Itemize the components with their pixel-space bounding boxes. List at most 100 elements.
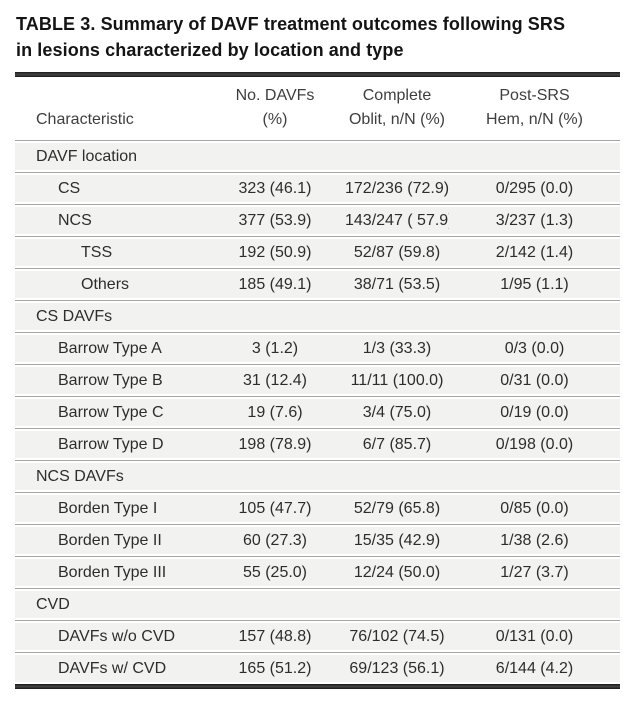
davf-outcomes-table: Characteristic No. DAVFs (%) Complete Ob…: [15, 77, 620, 684]
col-header-post-srs-hem: Post-SRS Hem, n/N (%): [449, 77, 620, 141]
cell-value: [345, 300, 449, 333]
cell-value: [205, 460, 345, 493]
table-row: Barrow Type C 19 (7.6) 3/4 (75.0) 0/19 (0.0…: [15, 396, 620, 429]
cell-value: 52/79 (65.8): [345, 492, 449, 525]
cell-value: [345, 588, 449, 621]
row-label: Barrow Type A: [15, 332, 205, 365]
cell-value: 3 (1.2): [205, 332, 345, 365]
paper-table-figure: TABLE 3. Summary of DAVF treatment outco…: [15, 11, 620, 689]
cell-value: 31 (12.4): [205, 364, 345, 397]
row-label: CS: [15, 172, 205, 205]
cell-value: 11/11 (100.0): [345, 364, 449, 397]
cell-value: 60 (27.3): [205, 524, 345, 557]
cell-value: [345, 140, 449, 173]
cell-value: 0/295 (0.0): [449, 172, 620, 205]
cell-value: [205, 300, 345, 333]
row-label: NCS: [15, 204, 205, 237]
row-label: Others: [15, 268, 205, 301]
section-label: DAVF location: [15, 140, 205, 173]
section-row: NCS DAVFs: [15, 460, 620, 493]
cell-value: [449, 300, 620, 333]
cell-value: 0/31 (0.0): [449, 364, 620, 397]
header-row: Characteristic No. DAVFs (%) Complete Ob…: [15, 77, 620, 141]
bottom-rule: [15, 684, 620, 689]
cell-value: [449, 460, 620, 493]
cell-value: [449, 588, 620, 621]
cell-value: 143/247 ( 57.9): [345, 204, 449, 237]
table-row: TSS 192 (50.9) 52/87 (59.8) 2/142 (1.4): [15, 236, 620, 269]
table-title-line2: in lesions characterized by location and…: [16, 40, 404, 60]
section-row: DAVF location: [15, 140, 620, 173]
cell-value: 185 (49.1): [205, 268, 345, 301]
col-header-complete-oblit-line1: Complete: [362, 87, 432, 104]
col-header-complete-oblit: Complete Oblit, n/N (%): [345, 77, 449, 141]
cell-value: 38/71 (53.5): [345, 268, 449, 301]
cell-value: 0/198 (0.0): [449, 428, 620, 461]
col-header-complete-oblit-line2: Oblit, n/N (%): [348, 111, 445, 128]
cell-value: 0/131 (0.0): [449, 620, 620, 653]
cell-value: 6/7 (85.7): [345, 428, 449, 461]
cell-value: 69/123 (56.1): [345, 652, 449, 684]
table-body: DAVF location CS 323 (46.1) 172/236 (72.9) 0…: [15, 140, 620, 684]
row-label: Barrow Type D: [15, 428, 205, 461]
cell-value: 19 (7.6): [205, 396, 345, 429]
cell-value: 2/142 (1.4): [449, 236, 620, 269]
cell-value: 192 (50.9): [205, 236, 345, 269]
cell-value: 172/236 (72.9): [345, 172, 449, 205]
cell-value: 165 (51.2): [205, 652, 345, 684]
section-row: CVD: [15, 588, 620, 621]
cell-value: [205, 588, 345, 621]
col-header-post-srs-hem-line2: Hem, n/N (%): [486, 111, 583, 128]
cell-value: 198 (78.9): [205, 428, 345, 461]
cell-value: 52/87 (59.8): [345, 236, 449, 269]
section-label: CS DAVFs: [15, 300, 205, 333]
table-row: Borden Type I 105 (47.7) 52/79 (65.8) 0/85 …: [15, 492, 620, 525]
cell-value: 377 (53.9): [205, 204, 345, 237]
col-header-no-davfs: No. DAVFs (%): [205, 77, 345, 141]
col-header-no-davfs-line2: (%): [262, 111, 288, 128]
table-row: Barrow Type B 31 (12.4) 11/11 (100.0) 0/31 …: [15, 364, 620, 397]
row-label: Borden Type I: [15, 492, 205, 525]
col-header-post-srs-hem-line1: Post-SRS: [499, 87, 570, 104]
table-row: Borden Type III 55 (25.0) 12/24 (50.0) 1/27…: [15, 556, 620, 589]
row-label: Borden Type II: [15, 524, 205, 557]
table-row: Borden Type II 60 (27.3) 15/35 (42.9) 1/38 …: [15, 524, 620, 557]
table-title-line1: TABLE 3. Summary of DAVF treatment outco…: [16, 14, 566, 34]
table-title: TABLE 3. Summary of DAVF treatment outco…: [16, 11, 620, 63]
cell-value: [205, 140, 345, 173]
cell-value: 6/144 (4.2): [449, 652, 620, 684]
cell-value: 105 (47.7): [205, 492, 345, 525]
row-label: Borden Type III: [15, 556, 205, 589]
cell-value: 323 (46.1): [205, 172, 345, 205]
cell-value: 55 (25.0): [205, 556, 345, 589]
table-row: Barrow Type D 198 (78.9) 6/7 (85.7) 0/198 (…: [15, 428, 620, 461]
cell-value: 3/4 (75.0): [345, 396, 449, 429]
cell-value: 3/237 (1.3): [449, 204, 620, 237]
row-label: DAVFs w/ CVD: [15, 652, 205, 684]
cell-value: 0/19 (0.0): [449, 396, 620, 429]
cell-value: 1/27 (3.7): [449, 556, 620, 589]
section-label: NCS DAVFs: [15, 460, 205, 493]
top-rule: [15, 72, 620, 77]
cell-value: [449, 140, 620, 173]
col-header-no-davfs-line1: No. DAVFs: [235, 87, 315, 104]
row-label: Barrow Type C: [15, 396, 205, 429]
table-row: Others 185 (49.1) 38/71 (53.5) 1/95 (1.1): [15, 268, 620, 301]
cell-value: [345, 460, 449, 493]
cell-value: 0/3 (0.0): [449, 332, 620, 365]
row-label: TSS: [15, 236, 205, 269]
cell-value: 12/24 (50.0): [345, 556, 449, 589]
cell-value: 1/38 (2.6): [449, 524, 620, 557]
row-label: Barrow Type B: [15, 364, 205, 397]
cell-value: 1/3 (33.3): [345, 332, 449, 365]
cell-value: 15/35 (42.9): [345, 524, 449, 557]
col-header-characteristic: Characteristic: [15, 77, 205, 141]
table-row: DAVFs w/ CVD 165 (51.2) 69/123 (56.1) 6/144…: [15, 652, 620, 684]
col-header-characteristic-label: Characteristic: [36, 111, 134, 128]
cell-value: 0/85 (0.0): [449, 492, 620, 525]
table-header: Characteristic No. DAVFs (%) Complete Ob…: [15, 77, 620, 141]
section-label: CVD: [15, 588, 205, 621]
cell-value: 76/102 (74.5): [345, 620, 449, 653]
section-row: CS DAVFs: [15, 300, 620, 333]
